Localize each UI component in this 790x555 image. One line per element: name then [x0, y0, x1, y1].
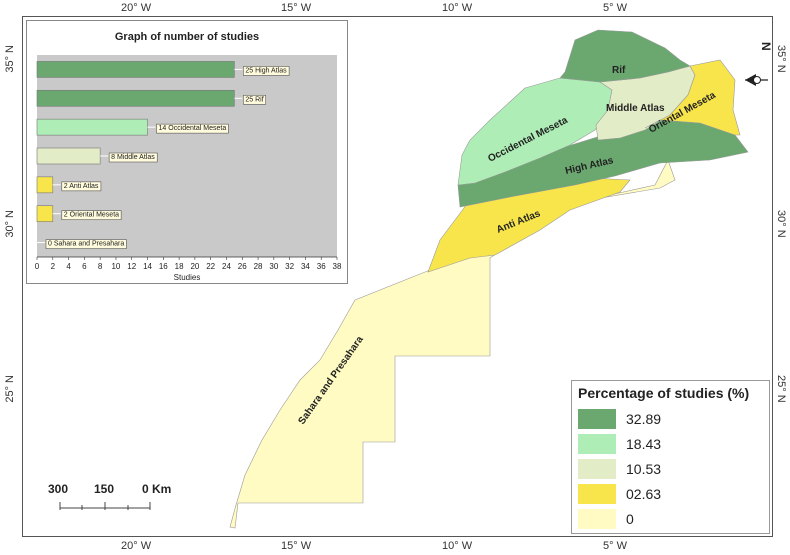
lon-label-top: 20° W	[121, 2, 152, 14]
scale-bar-icon	[59, 502, 151, 510]
region-label: Rif	[612, 65, 626, 76]
data-label: 25 Rif	[245, 96, 263, 103]
data-label-box	[243, 66, 290, 76]
region-label: Middle Atlas	[606, 103, 665, 114]
legend-label: 0	[626, 511, 634, 527]
data-label-box	[61, 210, 122, 221]
legend-label: 18.43	[626, 436, 662, 452]
data-label-box	[243, 94, 267, 105]
x-tick-label: 22	[206, 262, 215, 271]
bar	[36, 118, 148, 136]
lon-label-top: 10° W	[442, 2, 473, 14]
data-label-box	[108, 152, 158, 163]
bar	[36, 147, 101, 165]
x-tick-label: 30	[269, 262, 278, 271]
bar	[36, 176, 54, 194]
bar	[36, 89, 235, 107]
x-tick-label: 20	[190, 262, 199, 271]
lon-label-bottom: 20° W	[121, 540, 152, 552]
x-tick-label: 28	[254, 262, 263, 271]
x-tick-label: 32	[285, 262, 294, 271]
bar	[36, 61, 235, 78]
legend: Percentage of studies (%) 32.89 18.43 10…	[571, 380, 770, 534]
x-tick-label: 0	[35, 262, 40, 271]
x-tick-label: 2	[51, 262, 56, 271]
x-tick-label: 26	[238, 262, 247, 271]
legend-label: 02.63	[626, 486, 662, 502]
legend-swatch	[578, 459, 616, 479]
data-label: 8 Middle Atlas	[111, 154, 155, 161]
data-label: 14 Occidental Meseta	[159, 125, 227, 132]
scale-label: 300	[48, 482, 69, 496]
legend-label: 32.89	[626, 411, 662, 427]
scale-label: 150	[94, 482, 115, 496]
data-label: 2 Anti Atlas	[64, 183, 99, 190]
region-high-atlas	[457, 119, 749, 208]
legend-label: 10.53	[626, 461, 662, 477]
x-tick-label: 8	[98, 262, 103, 271]
x-tick-label: 14	[143, 262, 152, 271]
data-label: 0 Sahara and Presahara	[48, 241, 124, 248]
lon-label-top: 15° W	[281, 2, 312, 14]
lat-label-right: 30° N	[775, 210, 787, 238]
lon-label-bottom: 5° W	[603, 540, 627, 552]
lon-label-bottom: 15° W	[281, 540, 312, 552]
data-label: 2 Oriental Meseta	[64, 212, 119, 219]
bar	[36, 205, 54, 223]
lat-label-right: 35° N	[775, 45, 787, 73]
x-tick-label: 4	[66, 262, 71, 271]
x-tick-label: 18	[175, 262, 184, 271]
legend-swatch	[578, 434, 616, 454]
data-label-box	[61, 181, 102, 192]
lon-label-top: 5° W	[603, 2, 627, 14]
data-label-box	[156, 123, 229, 134]
x-tick-label: 34	[301, 262, 310, 271]
x-tick-label: 10	[111, 262, 120, 271]
x-tick-label: 38	[333, 262, 342, 271]
x-tick-label: 16	[159, 262, 168, 271]
north-label: N	[759, 42, 773, 51]
scale-bar: 300 150 0 Km	[44, 480, 194, 520]
region-oriental-meseta	[644, 59, 741, 136]
inset-chart: Graph of number of studies 25 High Atlas…	[26, 20, 348, 284]
legend-swatch	[578, 484, 616, 504]
bar-chart-svg: 25 High Atlas 25 Rif 14 Occidental Meseta 8…	[35, 55, 342, 282]
data-label-box	[45, 239, 127, 249]
x-axis-label: Studies	[174, 273, 201, 282]
x-tick-label: 6	[82, 262, 87, 271]
data-label: 25 High Atlas	[245, 67, 287, 74]
lon-label-bottom: 10° W	[442, 540, 473, 552]
legend-swatch	[578, 409, 616, 429]
scale-label: 0 Km	[142, 482, 172, 496]
lat-label-right: 25° N	[775, 375, 787, 403]
north-arrow-icon: N	[745, 42, 773, 86]
x-tick-label: 36	[317, 262, 326, 271]
region-rif	[559, 29, 691, 83]
chart-title: Graph of number of studies	[114, 31, 260, 43]
legend-title: Percentage of studies (%)	[578, 385, 750, 401]
x-tick-label: 24	[222, 262, 231, 271]
legend-swatch	[578, 509, 616, 529]
x-tick-label: 12	[127, 262, 136, 271]
